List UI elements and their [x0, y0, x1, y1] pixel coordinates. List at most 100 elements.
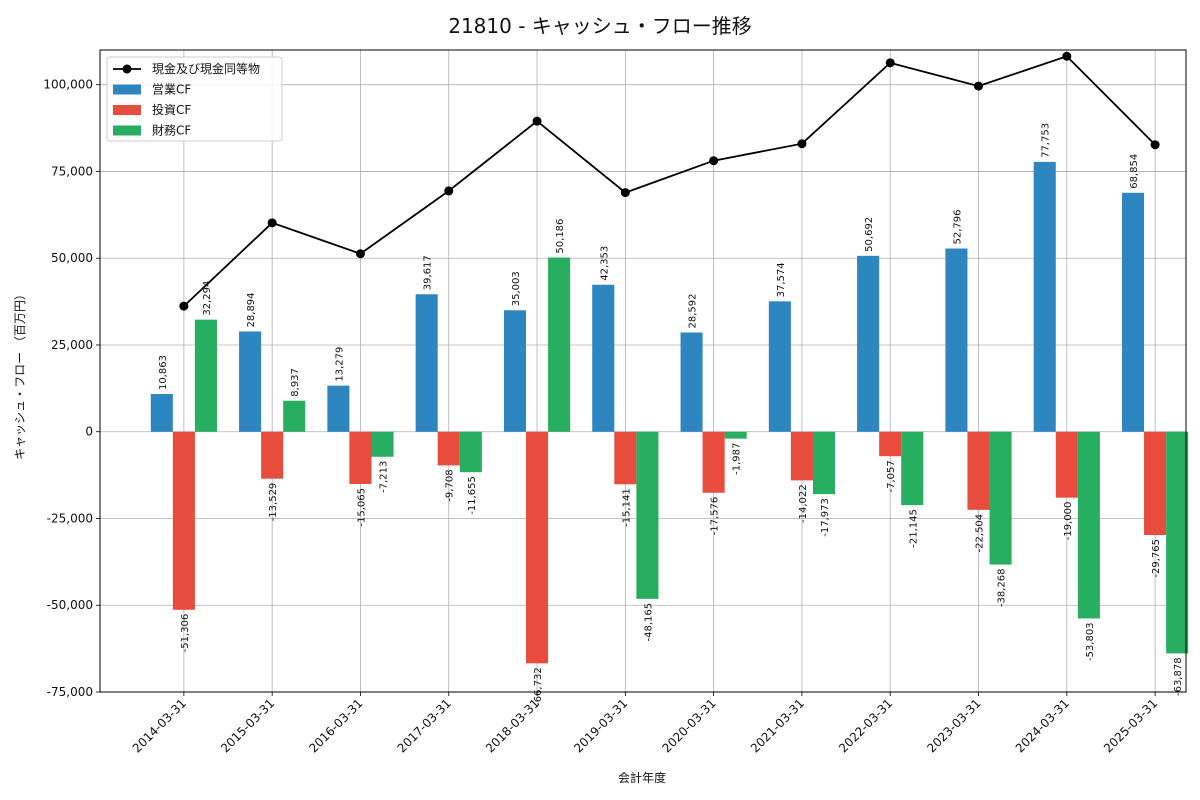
bar-投資CF-2017-03-31 — [437, 431, 460, 466]
data-label: 77,753 — [1041, 123, 1052, 158]
legend-swatch — [113, 125, 141, 136]
data-label: -66,732 — [533, 667, 544, 706]
data-label: -15,141 — [621, 488, 632, 527]
data-label: -14,022 — [798, 484, 809, 523]
legend-label: 投資CF — [152, 102, 191, 117]
y-tick-label: 100,000 — [43, 78, 93, 92]
legend-box — [106, 56, 283, 142]
bar-営業CF-2024-03-31 — [1033, 161, 1056, 432]
data-label: -51,306 — [180, 614, 191, 653]
data-label: 10,863 — [158, 355, 169, 390]
data-label: -22,504 — [975, 514, 986, 553]
bar-投資CF-2016-03-31 — [349, 431, 372, 485]
data-label: -15,065 — [356, 488, 367, 527]
bar-財務CF-2014-03-31 — [194, 319, 217, 432]
data-label: 50,692 — [864, 217, 875, 252]
bar-投資CF-2024-03-31 — [1055, 431, 1078, 498]
data-label: -9,708 — [445, 469, 456, 501]
data-label: -63,878 — [1173, 657, 1184, 696]
data-label: -7,057 — [886, 460, 897, 492]
x-axis-label: 会計年度 — [618, 770, 666, 785]
data-label: 37,574 — [776, 262, 787, 297]
cash-point-2019-03-31 — [620, 188, 630, 198]
x-tick-label: 2022-03-31 — [836, 696, 895, 755]
x-tick-label: 2020-03-31 — [660, 696, 719, 755]
data-label: -11,655 — [467, 476, 478, 515]
cash-line — [183, 55, 1156, 307]
grid-layer — [100, 50, 1186, 693]
x-tick-label: 2025-03-31 — [1101, 696, 1160, 755]
data-label: 13,279 — [334, 347, 345, 382]
bar-投資CF-2020-03-31 — [702, 431, 725, 493]
bar-営業CF-2020-03-31 — [680, 332, 703, 432]
bar-投資CF-2018-03-31 — [526, 431, 549, 664]
bar-営業CF-2025-03-31 — [1121, 192, 1145, 432]
legend-swatch — [113, 84, 141, 95]
cash-point-2020-03-31 — [709, 156, 719, 166]
plot-frame — [99, 49, 1187, 693]
bar-財務CF-2017-03-31 — [459, 431, 482, 473]
bar-財務CF-2021-03-31 — [812, 431, 836, 495]
cash-point-2023-03-31 — [974, 81, 984, 91]
legend-swatch — [113, 105, 141, 115]
bar-財務CF-2024-03-31 — [1077, 431, 1100, 619]
data-label: -13,529 — [268, 483, 279, 522]
legend-label: 財務CF — [152, 123, 191, 138]
data-label: 32,294 — [202, 281, 213, 316]
line-layer — [179, 51, 1160, 311]
x-tick-label: 2017-03-31 — [395, 696, 454, 755]
data-label: -29,765 — [1151, 539, 1162, 578]
data-label: 52,796 — [952, 210, 963, 245]
bar-財務CF-2020-03-31 — [724, 431, 747, 439]
cash-point-2016-03-31 — [355, 249, 365, 259]
legend-label: 営業CF — [152, 83, 191, 97]
data-label: 8,937 — [290, 368, 301, 397]
y-axis-label: キャッシュ・フロー （百万円） — [13, 288, 27, 460]
legend-label: 現金及び現金同等物 — [152, 61, 260, 76]
data-label: -17,576 — [710, 497, 721, 536]
bar-営業CF-2017-03-31 — [415, 294, 438, 432]
bar-投資CF-2021-03-31 — [790, 431, 813, 481]
data-label: -38,268 — [997, 569, 1008, 608]
cash-point-2022-03-31 — [885, 58, 895, 68]
data-labels-layer: 10,863 28,894 13,279 39,617 35,003 42,353 28,5… — [158, 123, 1184, 706]
y-tick-label: -75,000 — [47, 685, 93, 699]
data-label: 39,617 — [423, 255, 434, 290]
data-label: 68,854 — [1129, 154, 1140, 189]
data-label: -7,213 — [379, 461, 390, 493]
y-tick-label: -50,000 — [47, 598, 93, 612]
y-tick-label: 0 — [85, 425, 93, 439]
data-label: -48,165 — [643, 603, 654, 642]
data-label: -17,973 — [820, 498, 831, 537]
x-tick-label: 2014-03-31 — [130, 696, 189, 755]
bar-財務CF-2023-03-31 — [989, 431, 1012, 565]
bar-投資CF-2022-03-31 — [879, 431, 902, 457]
bar-財務CF-2015-03-31 — [283, 400, 306, 432]
bar-投資CF-2023-03-31 — [967, 431, 990, 510]
bar-営業CF-2021-03-31 — [768, 301, 791, 432]
bar-営業CF-2022-03-31 — [857, 255, 880, 432]
legend-marker — [122, 64, 132, 74]
bar-投資CF-2025-03-31 — [1144, 431, 1167, 536]
cash-point-2018-03-31 — [532, 116, 542, 126]
bar-営業CF-2014-03-31 — [150, 394, 173, 432]
y-tick-label: -25,000 — [47, 511, 93, 525]
cash-point-2021-03-31 — [797, 139, 807, 149]
x-tick-label: 2018-03-31 — [483, 696, 542, 755]
data-label: 35,003 — [511, 271, 522, 306]
data-label: 28,592 — [688, 294, 699, 329]
cash-point-2015-03-31 — [267, 218, 277, 228]
bar-財務CF-2019-03-31 — [636, 431, 659, 599]
bar-営業CF-2016-03-31 — [327, 385, 350, 432]
x-tick-label: 2021-03-31 — [748, 696, 807, 755]
data-label: -19,000 — [1063, 502, 1074, 541]
x-tick-label: 2024-03-31 — [1013, 696, 1072, 755]
cash-point-2017-03-31 — [444, 186, 454, 196]
data-label: -1,987 — [732, 443, 743, 475]
data-label: -53,803 — [1085, 622, 1096, 661]
cash-point-2024-03-31 — [1062, 51, 1072, 61]
y-tick-label: 75,000 — [51, 164, 93, 178]
y-tick-label: 25,000 — [51, 338, 93, 352]
